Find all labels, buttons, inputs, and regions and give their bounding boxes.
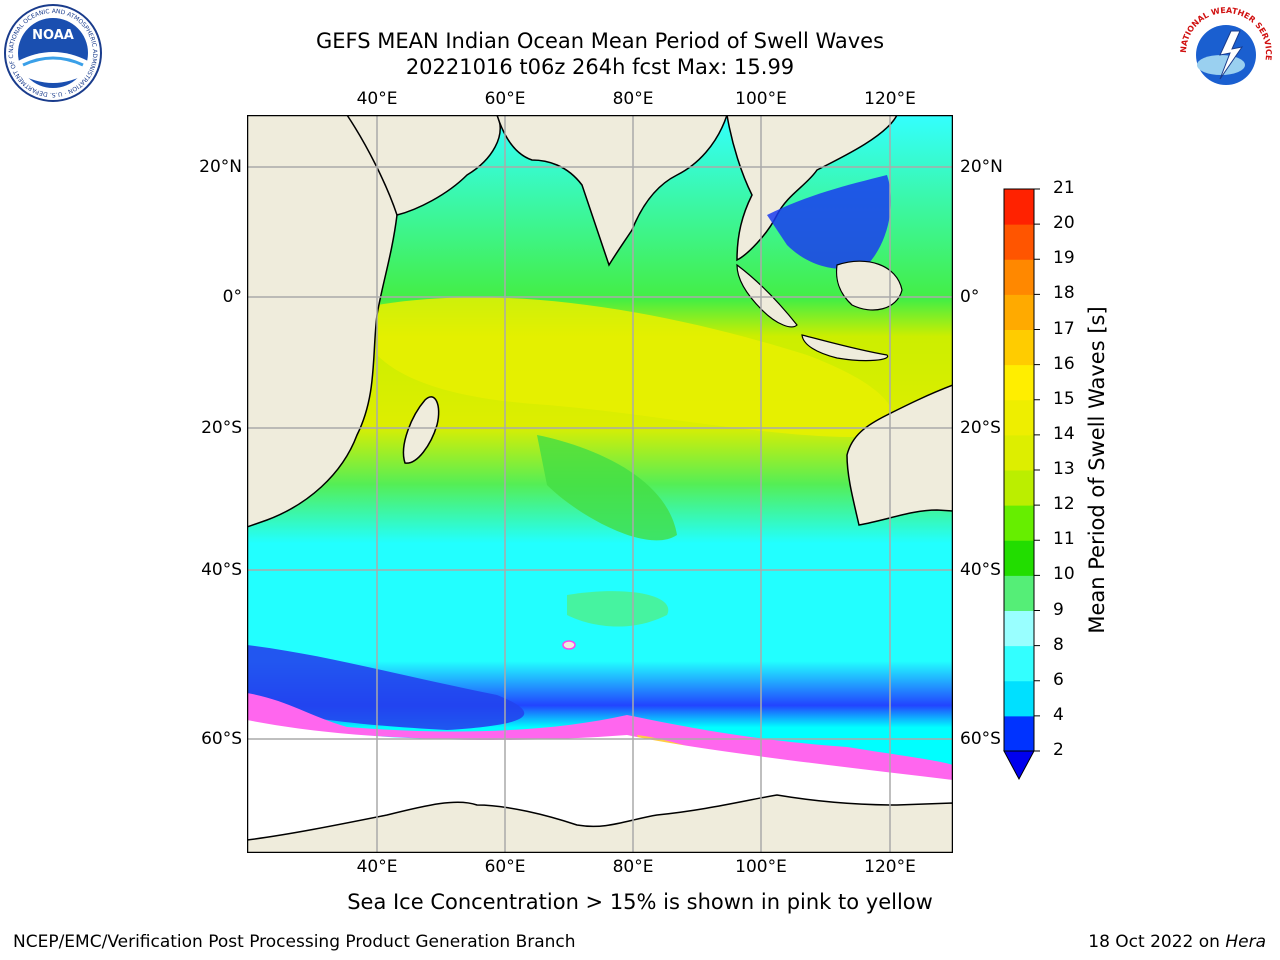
lat-tick-right: 20°N xyxy=(960,157,1003,177)
colorbar-tick-label: 21 xyxy=(1053,178,1075,198)
low-period-band xyxy=(247,645,525,730)
colorbar-segment xyxy=(1004,680,1034,717)
lat-tick-left: 0° xyxy=(222,287,242,307)
footer-branch: NCEP/EMC/Verification Post Processing Pr… xyxy=(13,932,576,952)
lat-tick-right: 40°S xyxy=(960,560,1001,580)
colorbar-segment xyxy=(1004,329,1034,366)
lat-tick-right: 0° xyxy=(960,287,980,307)
colorbar-tick-label: 8 xyxy=(1053,634,1064,655)
colorbar xyxy=(1003,188,1040,781)
arabia-land xyxy=(346,115,501,216)
colorbar-segment xyxy=(1004,294,1034,330)
colorbar-segment xyxy=(1004,224,1034,260)
footer-date: 18 Oct 2022 on Hera xyxy=(1088,932,1266,952)
colorbar-tick-label: 12 xyxy=(1053,494,1075,515)
colorbar-tick-label: 9 xyxy=(1053,599,1064,620)
india-land xyxy=(496,115,728,267)
lon-tick-top: 80°E xyxy=(612,89,654,109)
colorbar-tick-label: 20 xyxy=(1053,213,1075,234)
colorbar-tick-label: 4 xyxy=(1053,704,1064,725)
map-border xyxy=(247,115,953,853)
indonesia-land xyxy=(801,334,889,362)
colorbar-segment xyxy=(1004,189,1034,225)
lat-tick-left: 20°N xyxy=(199,157,242,177)
lon-tick-bottom: 60°E xyxy=(484,857,526,877)
nws-logo: NATIONAL WEATHER SERVICE xyxy=(1178,5,1274,101)
colorbar-segment xyxy=(1004,715,1034,752)
lat-tick-right: 60°S xyxy=(960,729,1001,749)
colorbar-segment xyxy=(1004,399,1034,436)
lon-tick-bottom: 80°E xyxy=(612,857,654,877)
southeast-asia-land xyxy=(726,115,898,262)
footer-date-text: 18 Oct 2022 on xyxy=(1088,932,1226,952)
colorbar-tick-label: 2 xyxy=(1053,740,1064,760)
kerguelen-island xyxy=(562,640,576,650)
colorbar-segment xyxy=(1004,470,1034,506)
lon-tick-top: 120°E xyxy=(864,89,916,109)
colorbar-segment xyxy=(1004,505,1034,541)
colorbar-segment xyxy=(1004,364,1034,401)
colorbar-tick-label: 18 xyxy=(1053,283,1075,304)
lat-tick-left: 20°S xyxy=(201,418,242,438)
antarctica-land xyxy=(247,794,953,853)
lat-tick-left: 40°S xyxy=(201,560,242,580)
colorbar-tick-label: 6 xyxy=(1053,669,1064,690)
noaa-logo: NOAA NATIONAL OCEANIC AND ATMOSPHERIC AD… xyxy=(3,3,102,102)
footer-host: Hera xyxy=(1225,932,1266,952)
colorbar-tick-label: 11 xyxy=(1053,529,1075,550)
colorbar-tick-label: 13 xyxy=(1053,459,1075,479)
colorbar-label: Mean Period of Swell Waves [s] xyxy=(1085,306,1109,634)
colorbar-segment xyxy=(1004,610,1034,647)
lon-tick-top: 100°E xyxy=(735,89,787,109)
colorbar-tick-label: 16 xyxy=(1053,353,1075,374)
sumatra-land xyxy=(736,263,798,328)
colorbar-under-arrow xyxy=(1003,750,1035,781)
map-panel xyxy=(247,115,953,853)
lat-tick-left: 60°S xyxy=(201,729,242,749)
colorbar-tick-label: 15 xyxy=(1053,388,1075,409)
chart-subtitle: 20221016 t06z 264h fcst Max: 15.99 xyxy=(405,55,795,79)
colorbar-tick-label: 17 xyxy=(1053,318,1075,339)
lon-tick-bottom: 40°E xyxy=(356,857,398,877)
green-swell-patch xyxy=(567,591,669,627)
colorbar-segment xyxy=(1004,645,1034,682)
green-swell-patch xyxy=(537,435,677,541)
australia-land xyxy=(846,384,953,526)
colorbar-segment xyxy=(1004,259,1034,295)
lat-tick-right: 20°S xyxy=(960,418,1001,438)
lon-tick-bottom: 120°E xyxy=(864,857,916,877)
colorbar-tick-label: 10 xyxy=(1053,564,1075,585)
sea-ice-caption: Sea Ice Concentration > 15% is shown in … xyxy=(347,890,933,914)
lon-tick-top: 60°E xyxy=(484,89,526,109)
south-china-sea-low-period xyxy=(767,175,891,269)
chart-title: GEFS MEAN Indian Ocean Mean Period of Sw… xyxy=(315,29,885,53)
colorbar-tick-label: 14 xyxy=(1053,423,1075,444)
graticule xyxy=(247,115,953,853)
high-period-band xyxy=(377,297,895,438)
colorbar-tick-label: 19 xyxy=(1053,248,1075,269)
lon-tick-bottom: 100°E xyxy=(735,857,787,877)
colorbar-segment xyxy=(1004,434,1034,471)
noaa-logo-text: NOAA xyxy=(32,28,74,43)
colorbar-segment xyxy=(1004,575,1034,611)
colorbar-segment xyxy=(1004,540,1034,576)
lon-tick-top: 40°E xyxy=(356,89,398,109)
borneo-land xyxy=(835,260,903,311)
